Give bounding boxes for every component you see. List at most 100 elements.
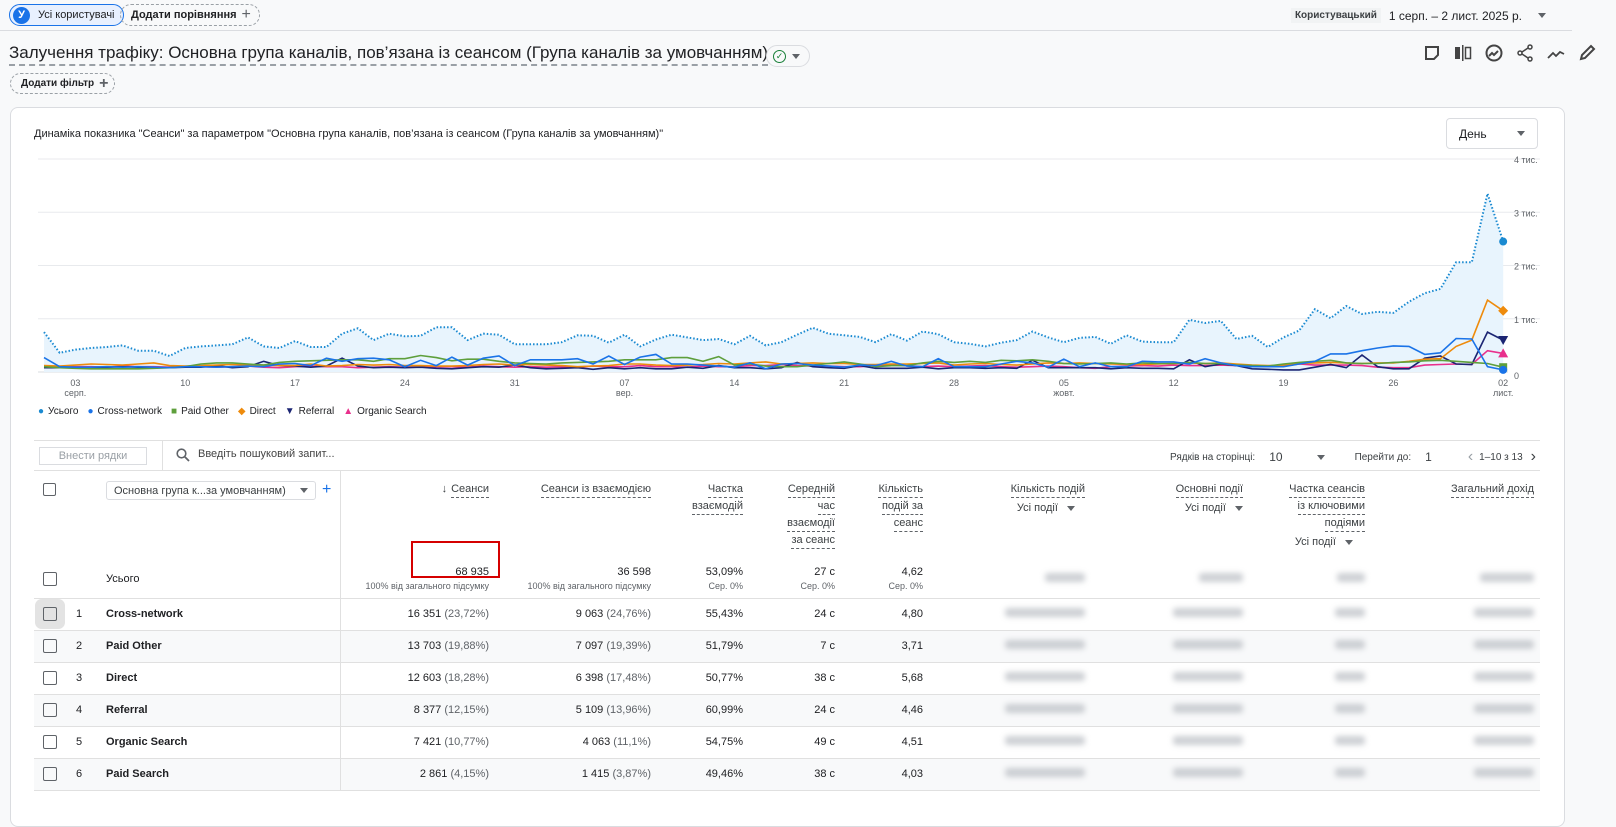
chevron-down-icon[interactable] <box>1316 454 1325 460</box>
row-dimension[interactable]: Paid Search <box>100 758 341 791</box>
col-events-per-session[interactable]: Кількість подій за сеанс <box>841 471 929 560</box>
series-line-усього <box>43 189 1505 358</box>
rows-per-page-select[interactable]: 10 <box>1269 450 1283 464</box>
chevron-left-icon[interactable]: ‹ <box>1467 448 1474 465</box>
col-engaged-sessions[interactable]: Сеанси із взаємодією <box>495 471 657 560</box>
legend-label: Cross-network <box>97 406 163 417</box>
col-key-event-rate[interactable]: Частка сеансів із ключовими подіями Усі под… <box>1249 471 1371 560</box>
share-icon[interactable] <box>1516 44 1534 62</box>
page-title[interactable]: Залучення трафіку: Основна група каналів… <box>9 43 769 66</box>
legend-item[interactable]: ● Усього <box>38 406 79 417</box>
import-rows-button[interactable]: Внести рядки <box>39 447 147 465</box>
legend-item[interactable]: ● Cross-network <box>88 406 163 417</box>
blurred-cell <box>929 726 1091 759</box>
row-dimension[interactable]: Cross-network <box>100 598 341 631</box>
event-filter-select[interactable]: Усі події <box>1097 500 1243 516</box>
pagination: Рядків на сторінці: 10 Перейти до: 1 ‹ 1… <box>1170 448 1536 466</box>
row-checkbox[interactable] <box>43 703 57 717</box>
col-engagement-rate[interactable]: Частка взаємодій <box>657 471 749 560</box>
goto-input[interactable]: 1 <box>1425 450 1432 464</box>
add-dimension-icon[interactable]: + <box>322 480 332 498</box>
select-all-checkbox[interactable] <box>43 482 56 496</box>
table-row[interactable]: 4 Referral 8 377 (12,15%) 5 109 (13,96%)… <box>34 694 1540 727</box>
table-row[interactable]: 1 Cross-network 16 351 (23,72%) 9 063 (2… <box>34 598 1540 631</box>
row-dimension[interactable]: Direct <box>100 662 341 695</box>
x-tick-label: 31 <box>510 378 520 388</box>
row-dimension[interactable]: Organic Search <box>100 726 341 759</box>
row-engaged: 6 398 (17,48%) <box>495 662 657 695</box>
blurred-cell <box>929 694 1091 727</box>
row-checkbox[interactable] <box>43 735 57 749</box>
table-row[interactable]: 6 Paid Search 2 861 (4,15%) 1 415 (3,87%… <box>34 758 1540 791</box>
note-icon[interactable] <box>1423 44 1441 62</box>
date-range-picker[interactable]: Користувацький 1 серп. – 2 лист. 2025 р. <box>1290 8 1546 23</box>
x-tick-label: 26 <box>1388 378 1398 388</box>
blurred-cell <box>1249 726 1371 759</box>
granularity-select[interactable]: День <box>1446 118 1538 149</box>
col-key-events[interactable]: Основні події Усі події <box>1091 471 1249 560</box>
col-sessions[interactable]: ↓ Сеанси <box>340 471 495 560</box>
row-avg-time: 38 с <box>749 662 841 695</box>
legend-item[interactable]: ■ Paid Other <box>171 406 229 417</box>
blurred-cell <box>1091 694 1249 727</box>
add-comparison-button[interactable]: Додати порівняння + <box>120 4 260 26</box>
table-row[interactable]: 5 Organic Search 7 421 (10,77%) 4 063 (1… <box>34 726 1540 759</box>
row-evps: 4,80 <box>841 598 929 631</box>
dimension-label: Основна група к...за умовчанням) <box>114 484 286 497</box>
legend-item[interactable]: ▼ Referral <box>285 406 334 417</box>
chevron-right-icon[interactable]: › <box>1530 448 1536 465</box>
blurred-cell <box>929 560 1091 599</box>
trend-sparkle-icon[interactable] <box>1547 44 1565 62</box>
legend-label: Усього <box>48 406 79 417</box>
x-tick-label: 28 <box>949 378 959 388</box>
row-evps: 4,51 <box>841 726 929 759</box>
blurred-cell <box>1371 560 1540 599</box>
dimension-select[interactable]: Основна група к...за умовчанням) <box>106 481 316 500</box>
total-sessions: 68 935 100% від загального підсумку <box>340 560 495 599</box>
row-index: 1 <box>64 598 100 631</box>
chevron-down-icon <box>1067 506 1075 511</box>
col-total-revenue[interactable]: Загальний дохід <box>1371 471 1540 560</box>
report-status-button[interactable]: ✓ <box>766 45 810 67</box>
blurred-cell <box>929 630 1091 663</box>
row-checkbox[interactable] <box>43 571 57 586</box>
row-index: 2 <box>64 630 100 663</box>
table-row[interactable]: 3 Direct 12 603 (18,28%) 6 398 (17,48%) … <box>34 662 1540 695</box>
event-filter-select[interactable]: Усі події <box>935 500 1075 516</box>
legend-item[interactable]: ◆ Direct <box>238 406 276 417</box>
col-event-count[interactable]: Кількість подій Усі події <box>929 471 1091 560</box>
add-filter-button[interactable]: Додати фільтр + <box>10 73 116 94</box>
rows-per-page-label: Рядків на сторінці: <box>1170 451 1256 463</box>
row-dimension[interactable]: Referral <box>100 694 341 727</box>
blurred-cell <box>1249 598 1371 631</box>
series-area-total <box>44 193 1504 372</box>
row-checkbox[interactable] <box>43 671 57 685</box>
total-engaged: 36 598 100% від загального підсумку <box>495 560 657 599</box>
row-checkbox[interactable] <box>43 607 57 621</box>
legend-item[interactable]: ▲ Organic Search <box>343 406 426 417</box>
y-tick-label: 1 тис. <box>1514 315 1538 325</box>
row-checkbox[interactable] <box>43 767 57 781</box>
x-tick-label: 24 <box>400 378 410 388</box>
segment-chip-all-users[interactable]: У Усі користувачі <box>9 4 124 26</box>
highlight-box <box>411 541 500 578</box>
chevron-down-icon <box>300 488 308 493</box>
blurred-cell <box>929 662 1091 695</box>
legend-label: Organic Search <box>357 406 427 417</box>
blurred-cell <box>1091 560 1249 599</box>
event-filter-select[interactable]: Усі події <box>1255 534 1353 550</box>
edit-pencil-icon[interactable] <box>1578 44 1596 62</box>
row-dimension[interactable]: Paid Other <box>100 630 341 663</box>
row-sessions: 13 703 (19,88%) <box>340 630 495 663</box>
x-tick-label: 19 <box>1279 378 1289 388</box>
x-tick-label: 21 <box>839 378 849 388</box>
search-input[interactable]: Введіть пошуковий запит... <box>198 448 335 460</box>
row-checkbox[interactable] <box>43 639 57 653</box>
table-search[interactable]: Введіть пошуковий запит... <box>176 448 335 462</box>
insights-icon[interactable] <box>1485 44 1503 62</box>
table-row[interactable]: 2 Paid Other 13 703 (19,88%) 7 097 (19,3… <box>34 630 1540 663</box>
blurred-cell <box>1371 630 1540 663</box>
compare-icon[interactable] <box>1454 44 1472 62</box>
col-avg-engagement-time[interactable]: Середній час взаємодії за сеанс <box>749 471 841 560</box>
